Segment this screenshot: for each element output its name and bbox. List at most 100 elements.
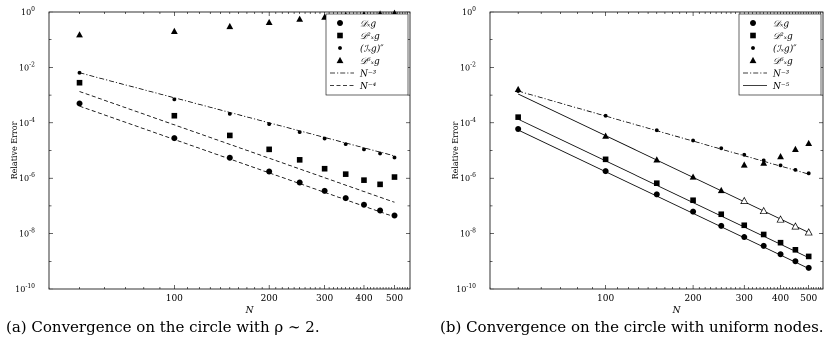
data-point <box>741 222 747 228</box>
y-tick-label: 100 <box>462 6 476 17</box>
data-point <box>393 156 397 160</box>
data-point <box>377 182 383 188</box>
data-point <box>323 137 327 141</box>
reference-line <box>80 91 395 202</box>
x-axis-label: N <box>672 306 682 316</box>
data-point <box>777 153 784 159</box>
data-point <box>343 171 349 177</box>
data-point <box>603 157 609 163</box>
data-point <box>77 80 83 86</box>
x-tick-label: 400 <box>355 294 372 304</box>
data-point <box>78 71 82 75</box>
chart-panel-a: 100 200 300 400 50010-1010-810-610-410-2100N… <box>10 6 410 316</box>
legend-label: 𝒟⁶ₓg <box>360 57 380 67</box>
data-point <box>792 258 798 264</box>
x-tick-label: 100 <box>597 294 614 304</box>
data-point <box>378 152 382 156</box>
data-point <box>741 234 747 240</box>
legend: 𝒟ₓg 𝒟²ₓg (ℐₓg)″ 𝒟⁶ₓg N⁻³ N⁻⁴ <box>326 14 408 95</box>
x-tick-label: 100 <box>166 294 183 304</box>
data-point <box>750 33 756 39</box>
data-point <box>792 223 799 229</box>
data-point <box>266 168 272 174</box>
data-point <box>298 130 302 134</box>
x-tick-label: 300 <box>736 294 753 304</box>
data-point <box>171 135 177 141</box>
data-point <box>172 97 176 101</box>
data-point <box>361 202 367 208</box>
data-point <box>391 213 397 219</box>
data-point <box>77 100 83 106</box>
x-tick-label: 500 <box>800 294 817 304</box>
data-point <box>266 19 273 25</box>
data-point <box>691 139 695 143</box>
y-tick-label: 10-10 <box>456 283 476 294</box>
reference-line <box>518 91 809 174</box>
data-point <box>750 20 756 26</box>
y-tick-label: 10-6 <box>19 172 35 183</box>
data-point <box>172 113 178 119</box>
data-point <box>690 197 696 203</box>
x-tick-label: 500 <box>386 294 403 304</box>
data-point <box>761 232 767 238</box>
data-point <box>76 31 83 37</box>
data-point <box>690 209 696 215</box>
data-point <box>266 147 272 153</box>
data-point <box>604 114 608 118</box>
data-point <box>226 23 233 29</box>
data-point <box>377 208 383 214</box>
data-point <box>778 240 784 246</box>
y-axis-label: Relative Error <box>451 121 460 179</box>
data-point <box>807 171 811 175</box>
legend-label: 𝒟ₓg <box>773 20 789 30</box>
data-point <box>792 146 799 152</box>
x-tick-label: 300 <box>316 294 333 304</box>
data-point <box>778 251 784 257</box>
data-point <box>515 86 522 92</box>
data-point <box>718 211 724 217</box>
chart-panel-b: 100 200 300 400 500 10-10 10-8 10-6 10-4 10-2 100 N… <box>451 6 823 316</box>
data-point <box>602 133 609 139</box>
y-tick-label: 10-6 <box>460 172 476 183</box>
data-point <box>806 265 812 271</box>
data-point <box>227 155 233 161</box>
y-tick-label: 10-8 <box>19 228 35 239</box>
y-tick-label: 10-2 <box>19 61 35 72</box>
data-point <box>603 168 609 174</box>
x-tick-label: 400 <box>772 294 789 304</box>
data-point <box>392 174 398 180</box>
data-point <box>267 122 271 126</box>
legend-label: N⁻⁴ <box>359 82 377 92</box>
data-point <box>171 28 178 34</box>
caption-a: (a) Convergence on the circle with ρ ∼ 2… <box>6 318 416 336</box>
data-point <box>655 128 659 132</box>
y-tick-label: 10-4 <box>19 117 35 128</box>
y-tick-label: 10-2 <box>460 61 476 72</box>
data-point <box>515 126 521 132</box>
data-point <box>297 157 303 163</box>
y-tick-label: 10-4 <box>460 117 476 128</box>
x-axis-label: N <box>245 306 255 316</box>
legend: 𝒟ₓg 𝒟²ₓg (ℐₓg)″ 𝒟⁶ₓg N⁻³ N⁻⁵ <box>739 14 821 95</box>
y-tick-label: 10-10 <box>15 283 35 294</box>
data-point <box>322 188 328 194</box>
legend-label: (ℐₓg)″ <box>773 44 797 55</box>
data-point <box>344 142 348 146</box>
data-point <box>741 161 748 167</box>
data-point <box>654 191 660 197</box>
data-point <box>654 180 660 186</box>
data-point <box>343 195 349 201</box>
legend-label: N⁻³ <box>359 70 377 80</box>
data-point <box>337 33 343 39</box>
data-point <box>338 46 342 50</box>
data-point <box>777 216 784 222</box>
data-point <box>719 146 723 150</box>
y-tick-label: 10-8 <box>460 228 476 239</box>
data-point <box>793 247 799 253</box>
data-point <box>794 168 798 172</box>
data-point <box>760 207 767 213</box>
data-point <box>296 16 303 22</box>
x-tick-label: 200 <box>684 294 701 304</box>
legend-label: N⁻³ <box>772 70 790 80</box>
